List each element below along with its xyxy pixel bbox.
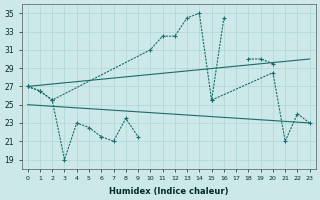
X-axis label: Humidex (Indice chaleur): Humidex (Indice chaleur)	[109, 187, 228, 196]
